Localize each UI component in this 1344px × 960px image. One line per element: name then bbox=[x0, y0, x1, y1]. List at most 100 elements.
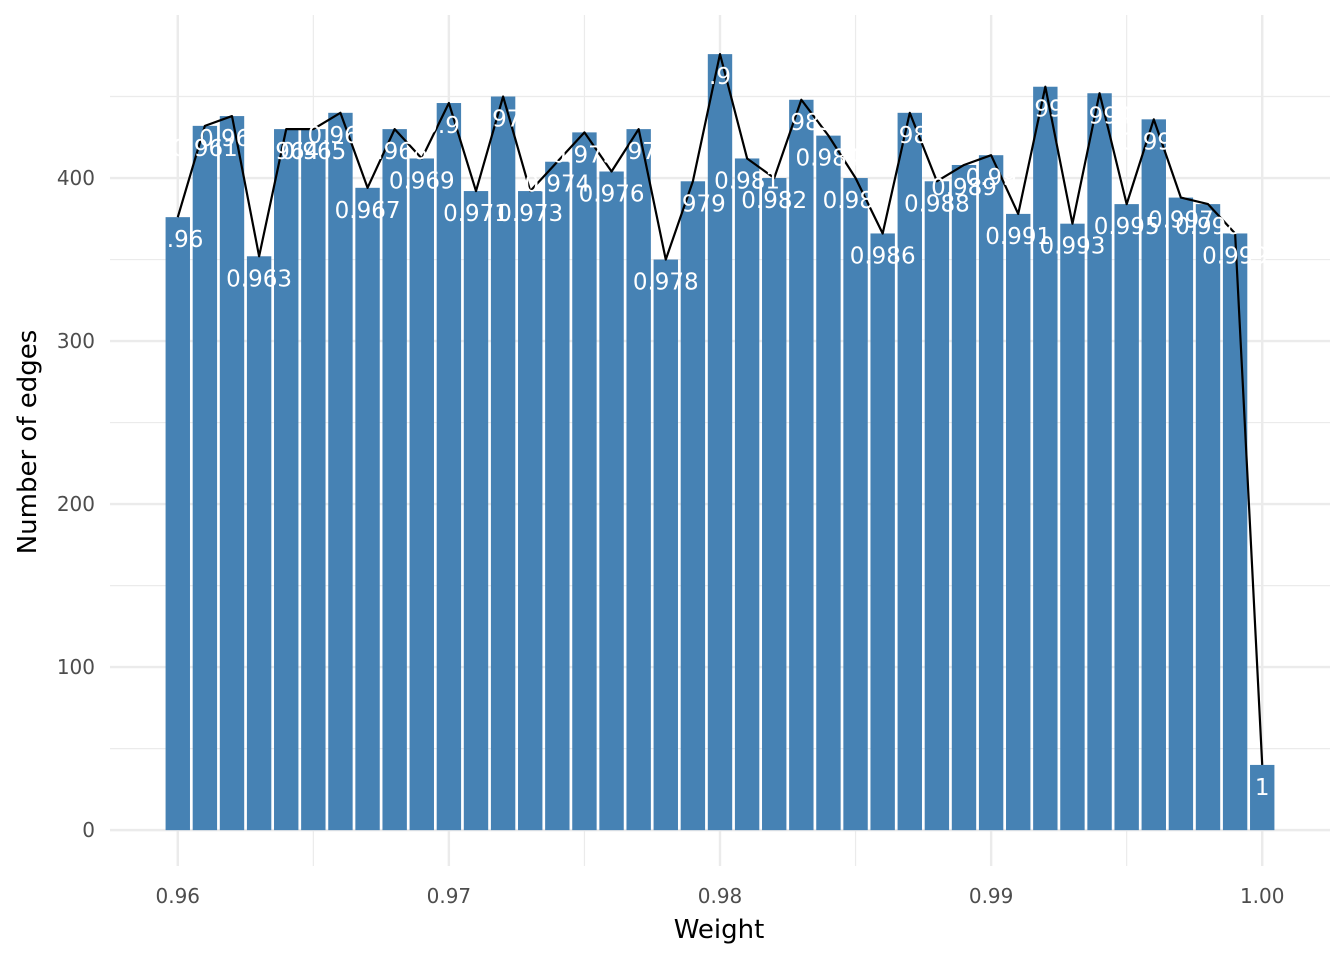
bar-label: 0.995 bbox=[1094, 214, 1160, 240]
bar-label: 1 bbox=[1255, 775, 1270, 801]
bar bbox=[382, 129, 407, 831]
bar bbox=[1033, 86, 1058, 831]
x-tick-label: 0.97 bbox=[427, 884, 472, 908]
bar-label: 0.977 bbox=[606, 139, 672, 165]
bar bbox=[897, 112, 922, 831]
bar-label: 0.997 bbox=[1148, 208, 1214, 234]
x-tick-label: 0.98 bbox=[698, 884, 743, 908]
bar bbox=[870, 233, 895, 831]
bar bbox=[924, 181, 950, 831]
bar bbox=[789, 99, 814, 831]
bar-label: 0.98 bbox=[694, 64, 745, 90]
bar-label: 0.964 bbox=[253, 139, 319, 165]
x-tick-label: 0.99 bbox=[969, 884, 1014, 908]
y-axis-title: Number of edges bbox=[13, 330, 43, 555]
bar bbox=[192, 125, 218, 831]
bar-label: 0.989 bbox=[931, 175, 997, 201]
bar-label: 0.988 bbox=[904, 191, 970, 217]
bar-label: 0.962 bbox=[199, 126, 265, 152]
bar bbox=[274, 129, 299, 831]
bar-label: 0.991 bbox=[985, 224, 1051, 250]
bar-label: 0.97 bbox=[423, 113, 474, 139]
bar-label: 0.993 bbox=[1040, 234, 1106, 260]
x-axis-title: Weight bbox=[674, 915, 765, 945]
bar bbox=[355, 187, 380, 831]
bar bbox=[246, 256, 272, 831]
bar bbox=[545, 161, 570, 831]
bar bbox=[572, 132, 597, 831]
bar-label: 0.976 bbox=[579, 182, 645, 208]
bar bbox=[1087, 93, 1112, 831]
bar bbox=[1250, 764, 1275, 831]
bar-label: 0.987 bbox=[877, 123, 943, 149]
bar bbox=[734, 158, 760, 831]
y-tick-label: 400 bbox=[57, 166, 95, 190]
bar-label: 0.999 bbox=[1202, 243, 1268, 269]
bars bbox=[165, 54, 1275, 831]
bar-label: 0.965 bbox=[280, 139, 346, 165]
y-tick-label: 100 bbox=[57, 655, 95, 679]
bar bbox=[680, 181, 706, 831]
bar bbox=[1060, 223, 1085, 831]
bar-label: 0.979 bbox=[660, 191, 726, 217]
bar bbox=[463, 191, 489, 831]
bar-label: 0.973 bbox=[497, 201, 563, 227]
bar-label: 0.972 bbox=[470, 107, 536, 133]
y-tick-label: 0 bbox=[82, 818, 95, 842]
bar-label: 0.968 bbox=[362, 139, 428, 165]
bar-label: 0.963 bbox=[226, 266, 292, 292]
bar bbox=[816, 135, 841, 831]
x-axis-ticks: 0.96 0.97 0.98 0.99 1.00 bbox=[156, 884, 1285, 908]
bar-label: 0.966 bbox=[308, 123, 374, 149]
overlay-line-group bbox=[176, 53, 1264, 765]
overlay-line bbox=[176, 53, 1264, 765]
bar bbox=[219, 116, 245, 831]
bar bbox=[1168, 197, 1194, 831]
bar bbox=[165, 217, 190, 831]
bar bbox=[653, 259, 678, 831]
y-axis-ticks: 0 100 200 300 400 bbox=[57, 166, 95, 842]
y-tick-label: 300 bbox=[57, 329, 95, 353]
bar bbox=[518, 191, 543, 831]
bar bbox=[436, 103, 462, 831]
y-tick-label: 200 bbox=[57, 492, 95, 516]
bar bbox=[951, 164, 977, 831]
bar bbox=[328, 112, 353, 831]
bar-label: 0.967 bbox=[335, 198, 401, 224]
bar-label: 0.978 bbox=[633, 270, 699, 296]
bar bbox=[707, 54, 733, 831]
bar-label: 0.998 bbox=[1175, 214, 1241, 240]
bar bbox=[843, 178, 868, 831]
bar-label: 0.984 bbox=[796, 146, 862, 172]
bar-label: 0.986 bbox=[850, 243, 916, 269]
bar-label: 0.994 bbox=[1067, 103, 1133, 129]
bar bbox=[599, 171, 624, 831]
bar-label: 0.981 bbox=[714, 168, 780, 194]
bar-label: 0.982 bbox=[741, 188, 807, 214]
bar-label: 0.992 bbox=[1012, 97, 1078, 123]
bar-label: 0.99 bbox=[966, 165, 1017, 191]
bar-label: 0.996 bbox=[1121, 129, 1187, 155]
bar bbox=[301, 129, 326, 831]
x-tick-label: 1.00 bbox=[1240, 884, 1285, 908]
x-tick-label: 0.96 bbox=[156, 884, 201, 908]
bar-label: 0.974 bbox=[524, 172, 590, 198]
bar-label: 0.971 bbox=[443, 201, 509, 227]
bar bbox=[1006, 213, 1031, 831]
bar-label: 0.983 bbox=[768, 110, 834, 136]
bar-label: 0.985 bbox=[823, 188, 889, 214]
bar bbox=[978, 155, 1004, 831]
bar bbox=[1114, 204, 1139, 831]
bar-label: 0.96 bbox=[152, 227, 203, 253]
bar bbox=[762, 178, 787, 831]
bar-label: 0.969 bbox=[389, 168, 455, 194]
bar bbox=[1222, 233, 1248, 831]
bar bbox=[626, 129, 651, 831]
bar-label: 0.961 bbox=[172, 136, 238, 162]
bar-label: 0.975 bbox=[552, 142, 618, 168]
bar bbox=[1195, 204, 1221, 831]
bar bbox=[409, 158, 434, 831]
bar bbox=[490, 96, 516, 831]
